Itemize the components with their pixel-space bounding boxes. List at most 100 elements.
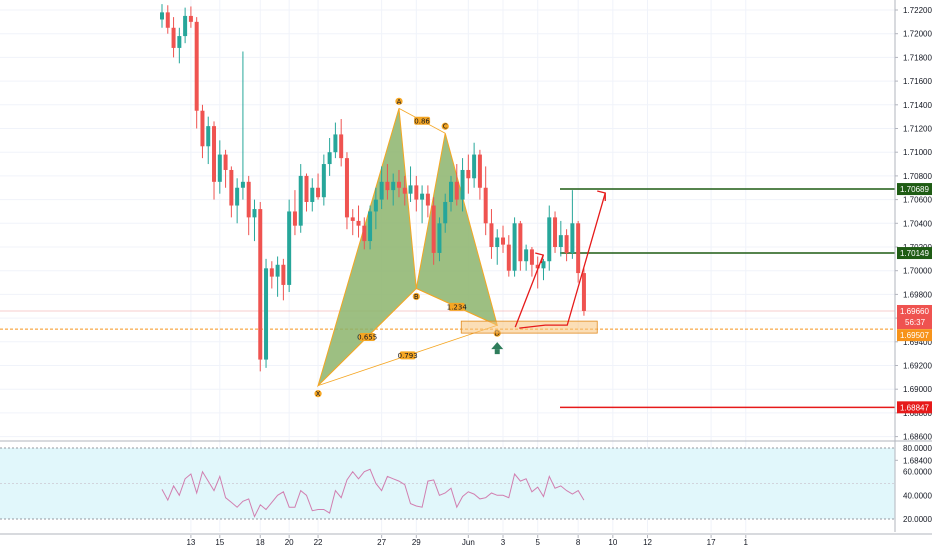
current-price-text: 1.69660 xyxy=(900,307,929,316)
candle-body xyxy=(402,187,407,194)
stop-price-badge-bg xyxy=(897,401,932,414)
candle-body xyxy=(275,264,280,277)
entry-price-badge-bg xyxy=(897,329,932,342)
candle-body xyxy=(200,110,205,147)
candle-body xyxy=(327,152,332,165)
candle-body xyxy=(160,12,164,20)
pattern-point-label: A xyxy=(397,98,402,106)
price-tick-label: 1.71600 xyxy=(903,77,932,86)
candle-body xyxy=(408,185,413,194)
candle-body xyxy=(339,134,344,159)
price-tick-label: 1.72000 xyxy=(903,30,932,39)
projection-leg-2 xyxy=(519,192,606,329)
time-tick-label: 12 xyxy=(643,538,652,547)
candle-body xyxy=(483,187,488,224)
candle-body xyxy=(188,15,193,22)
current-price-badge-bg xyxy=(897,304,932,329)
candle-body xyxy=(264,268,269,360)
candle-body xyxy=(252,209,257,218)
candle-body xyxy=(171,27,176,48)
time-tick-label: 15 xyxy=(215,538,224,547)
ratio-badge xyxy=(359,333,376,342)
candle-body xyxy=(292,211,297,226)
candle-body xyxy=(240,181,245,188)
candle-body xyxy=(541,261,546,269)
candle-body xyxy=(165,12,170,28)
candle-body xyxy=(304,175,309,202)
candle-body xyxy=(477,154,482,188)
candle-body xyxy=(321,164,326,198)
candle-body xyxy=(368,211,373,242)
price-tick-label: 1.69000 xyxy=(903,385,932,394)
candle-body xyxy=(194,21,199,111)
time-tick-label: 5 xyxy=(535,538,540,547)
time-tick-label: 18 xyxy=(256,538,265,547)
projection xyxy=(460,190,606,355)
time-tick-label: 27 xyxy=(377,538,386,547)
rsi-pane: 80.0000 60.0000 40.0000 20.0000 xyxy=(0,444,932,524)
time-tick-label: 10 xyxy=(608,538,617,547)
buy-arrow-stem xyxy=(494,349,500,355)
ratio-badge xyxy=(448,302,465,311)
candle-body xyxy=(269,268,274,277)
candle-body xyxy=(466,169,471,179)
price-tick-label: 1.69800 xyxy=(903,290,932,299)
ratio-label: 0.86 xyxy=(414,117,430,125)
ratio-label: 0.793 xyxy=(398,352,418,360)
pattern-point-label: C xyxy=(443,123,448,131)
candle-body xyxy=(553,217,558,247)
rsi-tick-label: 20.0000 xyxy=(903,515,932,524)
time-tick-label: 22 xyxy=(314,538,323,547)
price-tick-label: 1.69400 xyxy=(903,338,932,347)
candle-body xyxy=(472,154,477,179)
candle-body xyxy=(246,181,251,218)
ratio-label: 0.655 xyxy=(357,334,377,342)
candle-body xyxy=(396,181,401,188)
candle-body xyxy=(518,223,523,262)
candle-body xyxy=(535,264,540,269)
pattern-point-badge xyxy=(314,390,322,398)
time-tick-label: 29 xyxy=(412,538,421,547)
time-axis[interactable]: 13 15 18 20 22 27 29 Jun 3 5 8 10 12 17 1 xyxy=(0,533,932,547)
candle-body xyxy=(581,273,586,311)
candle-body xyxy=(333,134,338,153)
candle-body xyxy=(431,205,436,253)
candle-body xyxy=(223,154,228,170)
candle-body xyxy=(529,249,534,265)
time-tick-label: 13 xyxy=(186,538,195,547)
ratio-badge xyxy=(414,116,431,125)
candle-body xyxy=(524,249,529,262)
price-tick-label: 1.68800 xyxy=(903,409,932,418)
pattern-point-label: B xyxy=(414,293,419,301)
target-price-badge-text: 1.70149 xyxy=(900,249,929,258)
price-tick-label: 1.71800 xyxy=(903,53,932,62)
candle-body xyxy=(206,126,211,147)
pattern-point-label: D xyxy=(495,330,500,338)
candle-body xyxy=(391,181,396,191)
candle-body xyxy=(558,235,563,247)
candle-body xyxy=(373,199,378,212)
candle-body xyxy=(489,223,494,247)
candle-body xyxy=(350,217,355,221)
candle-body xyxy=(177,36,182,48)
candle-body xyxy=(287,211,292,285)
candle-body xyxy=(443,201,448,224)
candle-body xyxy=(512,223,517,271)
candle-body xyxy=(437,223,442,253)
price-axis[interactable]: 1.72200 1.72000 1.71800 1.71600 1.71400 1.712… xyxy=(894,0,932,532)
time-tick-label: Jun xyxy=(462,538,475,547)
target-price-badge-text: 1.70689 xyxy=(900,185,929,194)
candle-body xyxy=(258,209,263,360)
candle-body xyxy=(570,223,575,253)
pattern-triangle-bcd xyxy=(415,133,499,327)
pattern-point-label: X xyxy=(316,390,321,398)
candle-body xyxy=(212,126,217,182)
candle-body xyxy=(576,223,581,274)
time-tick-label: 3 xyxy=(501,538,506,547)
candle-body xyxy=(379,181,384,200)
time-tick-label: 17 xyxy=(707,538,716,547)
projection-head-1 xyxy=(535,252,545,264)
candle-body xyxy=(501,237,506,245)
time-tick-label: 8 xyxy=(576,538,581,547)
